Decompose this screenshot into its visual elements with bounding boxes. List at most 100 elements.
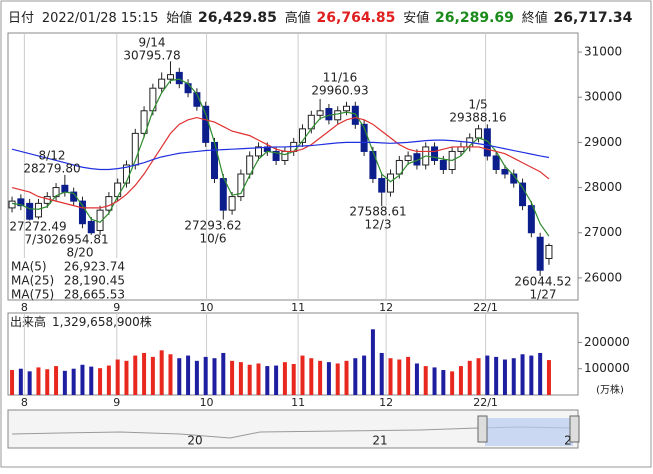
- volume-bar: [441, 370, 446, 395]
- legend-value: 26,923.74: [64, 260, 125, 274]
- y-tick-label: 28000: [584, 180, 622, 194]
- volume-bar: [115, 359, 120, 395]
- candle-body: [404, 155, 412, 161]
- volume-bar: [335, 363, 340, 395]
- x-tick-label: 22/1: [473, 301, 498, 314]
- header-value: 2022/01/28 15:15: [42, 11, 159, 26]
- volume-bar: [379, 352, 384, 395]
- candle-body: [34, 202, 42, 218]
- navigator-handle[interactable]: [569, 415, 580, 443]
- volume-bar: [238, 362, 243, 395]
- volume-bar: [212, 358, 217, 395]
- candle-body: [254, 146, 262, 157]
- legend: [9, 258, 127, 299]
- annotation-value: 29388.16: [449, 111, 506, 125]
- candle-body: [8, 200, 16, 209]
- annotation-date: 8/20: [67, 246, 94, 260]
- volume-bar: [247, 364, 252, 395]
- legend-label: MA(25): [11, 274, 54, 288]
- volume-total: 1,329,658,900株: [52, 314, 152, 329]
- header-value: 26,717.34: [554, 10, 633, 26]
- volume-bar: [203, 356, 208, 395]
- candle-body: [140, 110, 148, 134]
- annotation-date: 7/30: [25, 233, 52, 247]
- candle-body: [316, 110, 324, 116]
- volume-title: 出来高: [10, 314, 46, 329]
- candle-body: [61, 184, 69, 193]
- y-tick-label: 30000: [584, 90, 622, 104]
- candle-body: [237, 173, 245, 198]
- volume-bar: [529, 355, 534, 395]
- legend-value: 28,665.53: [64, 288, 125, 302]
- navigator-window[interactable]: [485, 418, 573, 446]
- candle-body: [78, 200, 86, 225]
- y-tick-label: 31000: [584, 45, 622, 59]
- volume-bar: [494, 356, 499, 395]
- volume-bar: [300, 355, 305, 395]
- x-tick-label: 9: [113, 396, 120, 409]
- annotation-value: 27293.62: [184, 219, 241, 233]
- volume-bar: [309, 358, 314, 395]
- annotation-value: 27588.61: [349, 205, 406, 219]
- volume-bar: [388, 358, 393, 395]
- navigator-handle[interactable]: [477, 415, 488, 443]
- header-label: 日付: [8, 11, 34, 26]
- volume-bar: [282, 362, 287, 395]
- volume-bar: [520, 354, 525, 395]
- candle-body: [527, 205, 535, 234]
- volume-bar: [124, 360, 129, 395]
- legend-label: MA(75): [11, 288, 54, 302]
- ma-line: [11, 116, 550, 209]
- header-value: 26,289.69: [435, 10, 514, 26]
- volume-bar: [458, 366, 463, 395]
- annotation-date: 1/5: [468, 98, 487, 112]
- volume-label: 出来高 1,329,658,900株: [10, 314, 152, 329]
- navigator-label: 21: [372, 434, 387, 448]
- y-tick-label: 29000: [584, 135, 622, 149]
- candle-body: [96, 209, 104, 231]
- candle-body: [431, 146, 439, 161]
- annotation-value: 26044.52: [514, 275, 571, 289]
- candle-body: [501, 169, 509, 175]
- volume-unit: (万株): [596, 383, 624, 396]
- x-tick-label: 22/1: [473, 396, 498, 409]
- volume-bar: [414, 363, 419, 395]
- candle-body: [228, 196, 236, 211]
- candle-body: [492, 155, 500, 171]
- header-value: 26,429.85: [198, 10, 277, 26]
- candle-body: [219, 178, 227, 211]
- volume-bar: [10, 370, 15, 395]
- volume-bar: [397, 359, 402, 395]
- candle-body: [378, 178, 386, 193]
- volume-bar: [370, 329, 375, 395]
- volume-bar: [27, 371, 32, 395]
- volume-bar: [274, 365, 279, 395]
- volume-bar: [485, 355, 490, 395]
- candle-body: [184, 83, 192, 94]
- candle-body: [166, 74, 174, 80]
- x-tick-label: 12: [379, 396, 393, 409]
- x-tick-label: 11: [291, 396, 305, 409]
- volume-bar: [168, 354, 173, 395]
- volume-bar: [54, 366, 59, 395]
- candle-body: [334, 110, 342, 121]
- x-tick-label: 10: [200, 396, 214, 409]
- candle-body: [246, 155, 254, 175]
- volume-bar: [538, 352, 543, 395]
- volume-bar: [36, 367, 41, 395]
- candle-body: [281, 150, 289, 161]
- volume-bar: [546, 360, 551, 395]
- candle-body: [299, 128, 307, 143]
- candle-body: [175, 71, 183, 85]
- volume-bar: [18, 368, 23, 395]
- volume-bar: [221, 352, 226, 395]
- y-tick-label: 27000: [584, 225, 622, 239]
- candle-body: [351, 105, 359, 125]
- candle-body: [387, 173, 395, 193]
- annotation-date: 12/3: [365, 218, 392, 232]
- x-tick-label: 8: [21, 396, 28, 409]
- candle-body: [545, 245, 553, 259]
- volume-bar: [326, 362, 331, 395]
- header-label: 終値: [522, 10, 548, 26]
- legend-label: MA(5): [11, 260, 47, 274]
